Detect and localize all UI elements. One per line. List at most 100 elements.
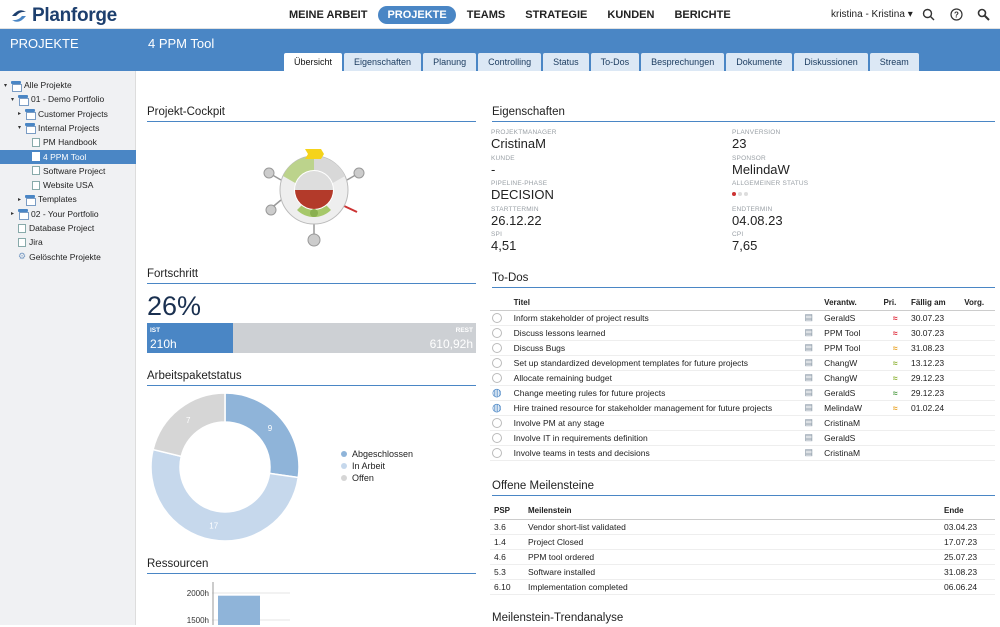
todo-col-verantw[interactable]: Verantw. (822, 296, 882, 311)
todo-title[interactable]: Discuss lessons learned (511, 325, 803, 341)
tree-item-software-project[interactable]: Software Project (25, 164, 105, 178)
in-progress-icon[interactable]: ◍ (492, 387, 502, 399)
todo-checkbox-cell[interactable] (490, 340, 512, 356)
todo-row[interactable]: Discuss Bugs ▤ PPM Tool ≈31.08.23 (490, 340, 995, 356)
tab-controlling[interactable]: Controlling (478, 53, 542, 71)
todo-row[interactable]: Involve IT in requirements definition ▤ Ge… (490, 430, 995, 446)
todo-title[interactable]: Involve PM at any stage (511, 415, 803, 431)
todo-row[interactable]: ◍ Change meeting rules for future project… (490, 385, 995, 401)
user-menu[interactable]: kristina - Kristina ▾ (831, 9, 913, 20)
tree-item-alle-projekte[interactable]: ▾ Alle Projekte (4, 78, 72, 92)
todo-checkbox-cell[interactable] (490, 370, 512, 386)
tree-item-database-project[interactable]: Database Project (11, 221, 94, 235)
todo-title[interactable]: Allocate remaining budget (511, 370, 803, 386)
todo-row[interactable]: Involve PM at any stage ▤ CristinaM (490, 415, 995, 431)
tab-planung[interactable]: Planung (423, 53, 477, 71)
todo-checkbox[interactable] (492, 372, 502, 383)
tree-item-4-ppm-tool[interactable]: 4 PPM Tool (0, 149, 136, 164)
todo-title[interactable]: Discuss Bugs (511, 340, 803, 356)
todo-row[interactable]: Discuss lessons learned ▤ PPM Tool ≈30.07.2… (490, 325, 995, 341)
todo-checkbox-cell[interactable] (490, 325, 512, 341)
milestone-name[interactable]: Implementation completed (524, 579, 940, 595)
todo-checkbox-cell[interactable] (490, 430, 512, 446)
tree-item-customer-projects[interactable]: ▸ Customer Projects (18, 107, 108, 121)
logo[interactable]: Planforge (10, 5, 117, 27)
legend-item-offen[interactable]: Offen (341, 473, 374, 483)
todo-checkbox-cell[interactable] (490, 445, 512, 461)
todo-checkbox[interactable] (492, 312, 502, 323)
milestone-col-ende[interactable]: Ende (940, 503, 995, 520)
tab-to-dos[interactable]: To-Dos (590, 53, 640, 71)
todo-checkbox[interactable] (492, 357, 502, 368)
milestone-name[interactable]: Project Closed (524, 534, 940, 550)
donut-slice-in-arbeit[interactable] (150, 448, 300, 542)
milestone-name[interactable]: Software installed (524, 564, 940, 580)
todo-col-fällig-am[interactable]: Fällig am (908, 296, 963, 311)
todo-row[interactable]: Set up standardized development template… (490, 355, 995, 371)
milestone-row[interactable]: 4.6 PPM tool ordered 25.07.23 (490, 549, 995, 565)
in-progress-icon[interactable]: ◍ (492, 402, 502, 414)
todo-row[interactable]: ◍ Hire trained resource for stakeholder m… (490, 400, 995, 416)
milestone-col-meilenstein[interactable]: Meilenstein (524, 503, 940, 520)
todo-checkbox[interactable] (492, 447, 502, 458)
tree-item-pm-handbook[interactable]: PM Handbook (25, 135, 97, 149)
tree-item-jira[interactable]: Jira (11, 235, 43, 249)
todo-title[interactable]: Involve IT in requirements definition (511, 430, 803, 446)
todo-checkbox-cell[interactable]: ◍ (490, 400, 512, 416)
nav-berichte[interactable]: BERICHTE (674, 9, 731, 21)
tree-item-templates[interactable]: ▸ Templates (18, 192, 77, 206)
tab-eigenschaften[interactable]: Eigenschaften (344, 53, 422, 71)
nav-strategie[interactable]: STRATEGIE (525, 9, 588, 21)
caret-down-icon[interactable]: ▾ (4, 82, 8, 89)
tree-item-02-your-portfolio[interactable]: ▸ 02 - Your Portfolio (11, 207, 99, 221)
todo-title[interactable]: Involve teams in tests and decisions (511, 445, 803, 461)
milestone-row[interactable]: 5.3 Software installed 31.08.23 (490, 564, 995, 580)
caret-right-icon[interactable]: ▸ (18, 196, 22, 203)
todo-title[interactable]: Change meeting rules for future projects (511, 385, 803, 401)
todo-checkbox[interactable] (492, 432, 502, 443)
todo-title[interactable]: Hire trained resource for stakeholder ma… (511, 400, 803, 416)
milestone-col-psp[interactable]: PSP (490, 503, 524, 520)
milestone-row[interactable]: 6.10 Implementation completed 06.06.24 (490, 579, 995, 595)
tab-übersicht[interactable]: Übersicht (284, 53, 343, 71)
todo-checkbox-cell[interactable]: ◍ (490, 385, 512, 401)
todo-row[interactable]: Inform stakeholder of project results ▤ Ge… (490, 310, 995, 326)
resource-bar[interactable] (218, 595, 260, 625)
help-icon[interactable]: ? (950, 8, 963, 21)
todo-col-vorg[interactable]: Vorg. (962, 296, 995, 311)
todo-title[interactable]: Set up standardized development template… (511, 355, 803, 371)
nav-projekte[interactable]: PROJEKTE (378, 6, 456, 24)
caret-right-icon[interactable]: ▸ (11, 211, 15, 218)
nav-meine-arbeit[interactable]: MEINE ARBEIT (289, 9, 368, 21)
search-icon[interactable] (922, 8, 935, 21)
tree-item-01-demo-portfolio[interactable]: ▾ 01 - Demo Portfolio (11, 92, 104, 106)
milestone-name[interactable]: Vendor short-list validated (524, 519, 940, 535)
donut-slice-offen[interactable] (152, 392, 226, 458)
tree-item-gelöschte-projekte[interactable]: ⚙ Gelöschte Projekte (11, 250, 101, 264)
tab-stream[interactable]: Stream (869, 53, 919, 71)
cockpit-graphic[interactable] (257, 140, 367, 250)
todo-checkbox-cell[interactable] (490, 310, 512, 326)
tree-item-website-usa[interactable]: Website USA (25, 178, 93, 192)
nav-teams[interactable]: TEAMS (466, 9, 506, 21)
tree-item-internal-projects[interactable]: ▾ Internal Projects (18, 121, 99, 135)
nav-kunden[interactable]: KUNDEN (607, 9, 655, 21)
todo-col-titel[interactable]: Titel (511, 296, 803, 311)
todo-col-pri[interactable]: Pri. (881, 296, 909, 311)
caret-right-icon[interactable]: ▸ (18, 111, 22, 118)
todo-row[interactable]: Allocate remaining budget ▤ ChangW ≈29.12.2… (490, 370, 995, 386)
todo-row[interactable]: Involve teams in tests and decisions ▤ Cri… (490, 445, 995, 461)
milestone-name[interactable]: PPM tool ordered (524, 549, 940, 565)
todo-checkbox[interactable] (492, 342, 502, 353)
tab-status[interactable]: Status (543, 53, 589, 71)
caret-down-icon[interactable]: ▾ (11, 96, 15, 103)
todo-checkbox-cell[interactable] (490, 415, 512, 431)
tab-diskussionen[interactable]: Diskussionen (794, 53, 868, 71)
todo-checkbox-cell[interactable] (490, 355, 512, 371)
settings-search-icon[interactable] (977, 8, 990, 21)
milestone-row[interactable]: 1.4 Project Closed 17.07.23 (490, 534, 995, 550)
legend-item-in-arbeit[interactable]: In Arbeit (341, 461, 385, 471)
caret-down-icon[interactable]: ▾ (18, 125, 22, 132)
tab-besprechungen[interactable]: Besprechungen (641, 53, 725, 71)
donut-slice-abgeschlossen[interactable] (224, 392, 300, 479)
